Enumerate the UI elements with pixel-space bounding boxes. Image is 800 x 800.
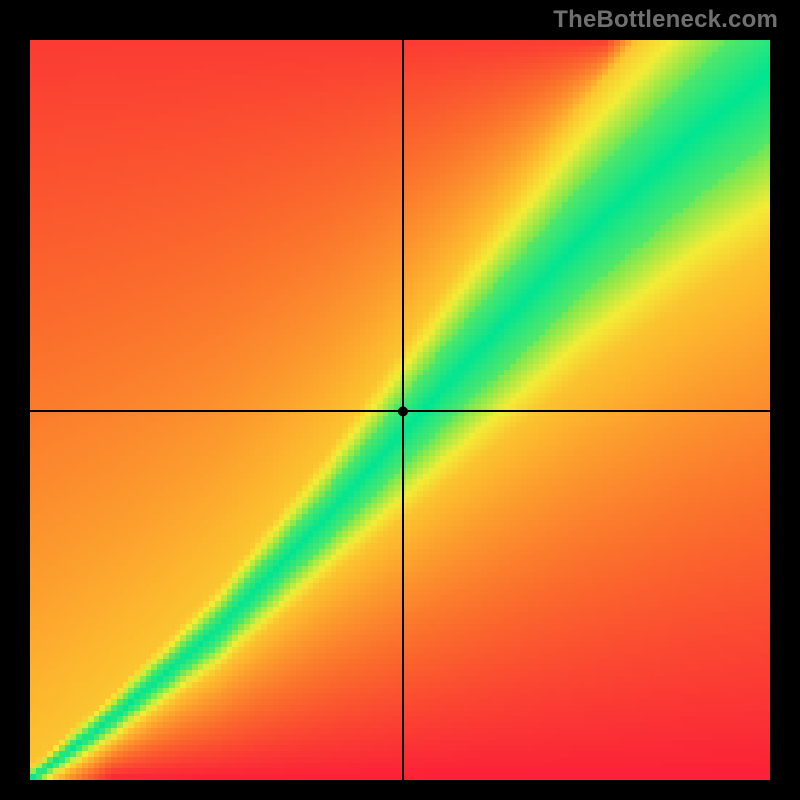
chart-container: TheBottleneck.com xyxy=(0,0,800,800)
bottleneck-heatmap xyxy=(0,0,800,800)
watermark-text: TheBottleneck.com xyxy=(553,6,778,34)
